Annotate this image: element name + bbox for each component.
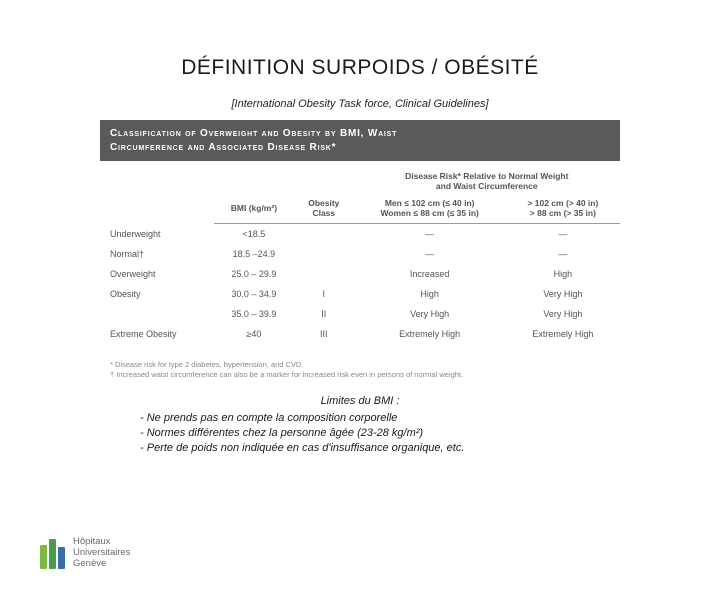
- cell-cls: [294, 224, 354, 245]
- table-row: 35.0 – 39.9IIVery HighVery High: [100, 304, 620, 324]
- footnote-1: * Disease risk for type 2 diabetes, hype…: [110, 360, 620, 370]
- classification-table: Classification of Overweight and Obesity…: [100, 120, 620, 380]
- cell-cat: [100, 304, 214, 324]
- cell-r1: High: [354, 284, 506, 304]
- cell-bmi: 35.0 – 39.9: [214, 304, 294, 324]
- cell-cls: II: [294, 304, 354, 324]
- cell-r2: —: [506, 244, 620, 264]
- cell-cat: Normal†: [100, 244, 214, 264]
- cell-bmi: 25.0 – 29.9: [214, 264, 294, 284]
- cell-cls: I: [294, 284, 354, 304]
- cell-r1: Increased: [354, 264, 506, 284]
- table-footnotes: * Disease risk for type 2 diabetes, hype…: [110, 360, 620, 380]
- logo-mark: [40, 539, 65, 569]
- cell-cls: III: [294, 324, 354, 344]
- cell-r1: Very High: [354, 304, 506, 324]
- table-row: Overweight25.0 – 29.9 IncreasedHigh: [100, 264, 620, 284]
- limits-title: Limites du BMI :: [100, 394, 620, 409]
- table-row: Normal†18.5 –24.9 ——: [100, 244, 620, 264]
- footnote-2: † Increased waist circumference can also…: [110, 370, 620, 380]
- cell-r2: Very High: [506, 304, 620, 324]
- limits-item: Perte de poids non indiquée en cas d'ins…: [140, 441, 620, 456]
- table-title-line1: Classification of Overweight and Obesity…: [110, 127, 610, 141]
- cell-r2: Very High: [506, 284, 620, 304]
- col-risk1: Men ≤ 102 cm (≤ 40 in) Women ≤ 88 cm (≤ …: [354, 194, 506, 224]
- bmi-limits: Limites du BMI : Ne prends pas en compte…: [100, 394, 620, 455]
- cell-cat: Underweight: [100, 224, 214, 245]
- cell-bmi: 30.0 – 34.9: [214, 284, 294, 304]
- hug-logo: Hôpitaux Universitaires Genève: [40, 537, 131, 570]
- table-row: Underweight<18.5 ——: [100, 224, 620, 245]
- cell-cls: [294, 244, 354, 264]
- table-row: Extreme Obesity≥40IIIExtremely HighExtre…: [100, 324, 620, 344]
- cell-bmi: 18.5 –24.9: [214, 244, 294, 264]
- cell-r1: Extremely High: [354, 324, 506, 344]
- risk-super-header: Disease Risk* Relative to Normal Weight …: [354, 161, 620, 194]
- cell-bmi: ≥40: [214, 324, 294, 344]
- cell-cls: [294, 264, 354, 284]
- cell-r2: Extremely High: [506, 324, 620, 344]
- cell-r2: —: [506, 224, 620, 245]
- cell-cat: Obesity: [100, 284, 214, 304]
- slide-subtitle: [International Obesity Task force, Clini…: [0, 98, 720, 110]
- cell-cat: Overweight: [100, 264, 214, 284]
- cell-r1: —: [354, 244, 506, 264]
- bmi-table: Disease Risk* Relative to Normal Weight …: [100, 161, 620, 344]
- col-class: ObesityClass: [294, 194, 354, 224]
- table-title-line2: Circumference and Associated Disease Ris…: [110, 141, 610, 155]
- cell-r1: —: [354, 224, 506, 245]
- limits-item: Normes différentes chez la personne âgée…: [140, 426, 620, 441]
- slide-title: DÉFINITION SURPOIDS / OBÉSITÉ: [0, 56, 720, 80]
- col-risk2: > 102 cm (> 40 in) > 88 cm (> 35 in): [506, 194, 620, 224]
- col-bmi: BMI (kg/m²): [214, 194, 294, 224]
- cell-bmi: <18.5: [214, 224, 294, 245]
- logo-text: Hôpitaux Universitaires Genève: [73, 537, 131, 570]
- table-row: Obesity30.0 – 34.9IHighVery High: [100, 284, 620, 304]
- table-title-bar: Classification of Overweight and Obesity…: [100, 120, 620, 161]
- limits-item: Ne prends pas en compte la composition c…: [140, 411, 620, 426]
- cell-r2: High: [506, 264, 620, 284]
- cell-cat: Extreme Obesity: [100, 324, 214, 344]
